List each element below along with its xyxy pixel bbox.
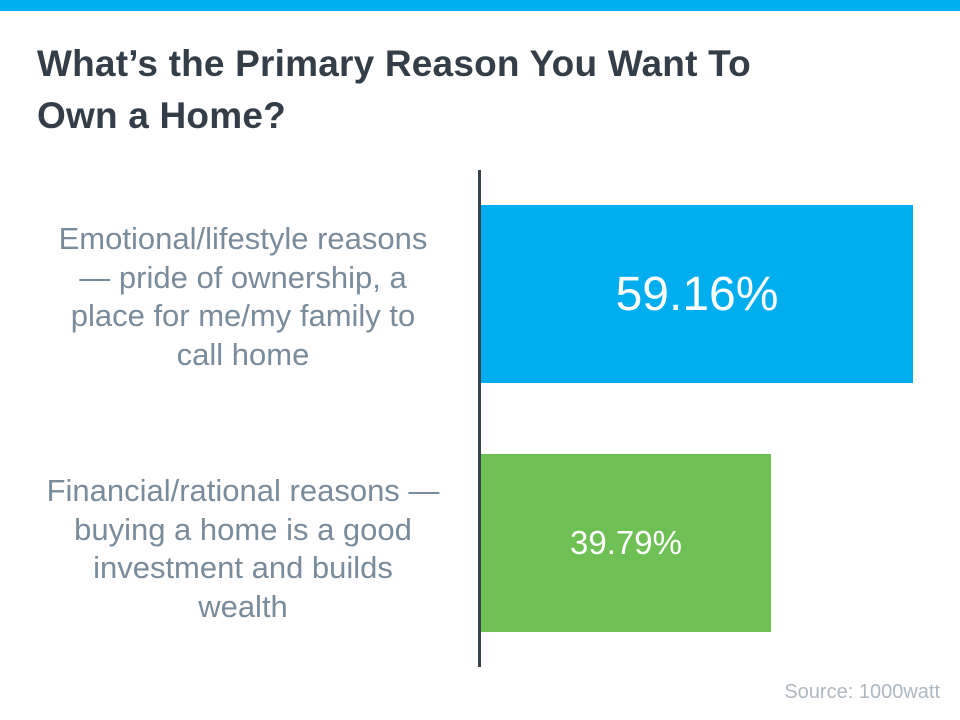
- page-title-line2: Own a Home?: [37, 95, 286, 136]
- category-label-emotional-line1: Emotional/lifestyle reasons: [58, 221, 428, 256]
- category-axis-line: [478, 170, 481, 667]
- category-label-financial-line1: Financial/rational reasons —: [46, 473, 440, 508]
- category-label-emotional-line4: call home: [176, 336, 310, 372]
- bar-emotional-value-label: 59.16%: [615, 267, 779, 321]
- category-label-emotional-line2: — pride of ownership, a: [79, 259, 407, 295]
- top-accent-bar: [0, 0, 960, 11]
- category-label-financial-line3: investment and builds: [93, 550, 393, 585]
- category-label-financial-line4: wealth: [198, 588, 288, 624]
- bar-financial-value-label: 39.79%: [570, 524, 682, 561]
- category-label-financial: Financial/rational reasons — buying a ho…: [23, 472, 463, 626]
- bar-financial: 39.79%: [481, 454, 771, 632]
- bar-emotional: 59.16%: [481, 205, 913, 383]
- page-title: What’s the Primary Reason You Want To Ow…: [37, 38, 897, 142]
- category-label-financial-line2: buying a home is a good: [74, 511, 412, 547]
- source-attribution: Source: 1000watt: [784, 681, 940, 703]
- page-title-line1: What’s the Primary Reason You Want To: [37, 43, 751, 84]
- category-label-emotional: Emotional/lifestyle reasons — pride of o…: [23, 220, 463, 374]
- category-label-emotional-line3: place for me/my family to: [70, 298, 416, 333]
